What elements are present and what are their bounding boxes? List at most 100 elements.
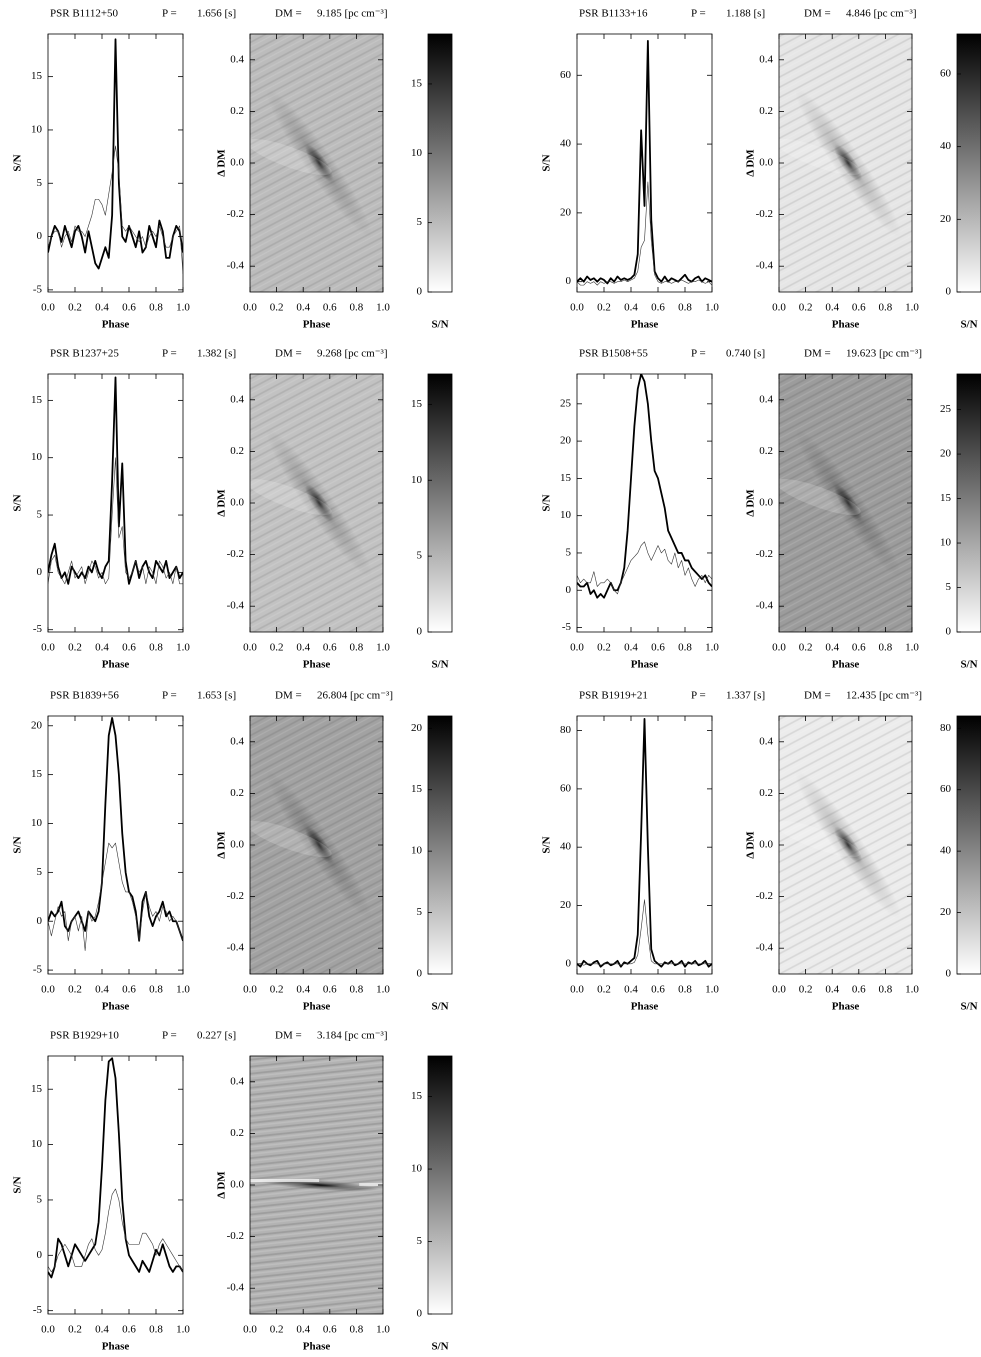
y-tick-label: 0.0 (230, 497, 244, 509)
colorbar-frame (956, 33, 981, 293)
x-tick-label: 0.4 (825, 302, 839, 314)
y-tick-label: 60 (560, 69, 572, 81)
colorbar-frame (427, 1055, 453, 1315)
profile-line (577, 541, 712, 595)
x-tick-label: 0.2 (597, 302, 611, 314)
profile-line (48, 145, 183, 274)
dm-label: DM = (804, 8, 831, 20)
y-tick-label: -0.4 (227, 1282, 245, 1294)
x-tick-label: 1.0 (176, 302, 190, 314)
colorbar-tick-label: 15 (411, 77, 423, 89)
y-axis-label: S/N (12, 836, 24, 853)
heatmap-feature (779, 88, 902, 238)
heatmap-blob (305, 826, 334, 864)
y-tick-label: 0.2 (759, 787, 773, 799)
x-tick-label: 0.2 (597, 984, 611, 996)
x-tick-label: 0.2 (270, 984, 284, 996)
y-tick-label: 5 (37, 177, 43, 189)
x-tick-label: 0.0 (41, 642, 55, 654)
y-tick-label: 5 (37, 509, 43, 521)
y-tick-label: 0.4 (230, 735, 244, 747)
x-tick-label: 0.6 (122, 302, 136, 314)
x-axis-label: Phase (631, 1001, 659, 1013)
y-tick-label: 10 (31, 817, 43, 829)
dm-value: 9.268 [pc cm⁻³] (317, 348, 388, 360)
y-tick-label: 80 (560, 724, 572, 736)
profile-line (577, 899, 712, 966)
x-tick-label: 0.6 (651, 642, 665, 654)
y-axis-label: S/N (12, 494, 24, 511)
colorbar-tick-label: 5 (417, 550, 423, 562)
heatmap-blob (834, 144, 863, 182)
x-tick-label: 0.4 (624, 984, 638, 996)
x-tick-label: 0.8 (350, 1324, 364, 1336)
y-tick-label: 10 (560, 509, 572, 521)
colorbar-tick-label: 20 (940, 448, 952, 460)
heatmap-feature (250, 88, 373, 238)
y-tick-label: 0.0 (759, 839, 773, 851)
y-axis-label: Δ DM (216, 1171, 228, 1199)
x-tick-label: 0.8 (678, 642, 692, 654)
colorbar-tick-label: 0 (946, 286, 952, 298)
y-tick-label: 20 (31, 719, 43, 731)
y-tick-label: -0.4 (227, 600, 245, 612)
colorbar (428, 34, 452, 292)
plot-frame (47, 33, 184, 293)
x-axis-label: Phase (832, 1001, 860, 1013)
y-tick-label: 15 (31, 394, 43, 406)
plot-frame (576, 715, 713, 975)
colorbar-label: S/N (431, 1341, 448, 1353)
y-tick-label: 0.2 (230, 105, 244, 117)
x-axis-label: Phase (102, 1341, 130, 1353)
x-tick-label: 0.6 (323, 642, 337, 654)
colorbar-tick-label: 15 (940, 492, 952, 504)
heatmap-blob (305, 144, 334, 182)
x-axis-label: Phase (303, 1341, 331, 1353)
profile-line (48, 1057, 183, 1279)
colorbar-tick-label: 40 (940, 845, 952, 857)
x-tick-label: 0.2 (270, 1324, 284, 1336)
y-tick-label: 5 (566, 546, 572, 558)
x-tick-label: 1.0 (176, 1324, 190, 1336)
x-tick-label: 0.0 (243, 642, 257, 654)
colorbar-tick-label: 80 (940, 722, 952, 734)
x-tick-label: 0.8 (149, 302, 163, 314)
pulsar-name: PSR B1237+25 (50, 348, 119, 360)
x-tick-label: 1.0 (905, 984, 919, 996)
y-tick-label: 10 (31, 451, 43, 463)
x-tick-label: 0.4 (624, 642, 638, 654)
colorbar-tick-label: 5 (417, 906, 423, 918)
x-tick-label: 0.6 (651, 302, 665, 314)
period-label: P = (162, 690, 177, 702)
x-tick-label: 0.0 (570, 302, 584, 314)
x-tick-label: 0.8 (149, 984, 163, 996)
x-axis-label: Phase (303, 319, 331, 331)
x-tick-label: 0.0 (41, 1324, 55, 1336)
x-axis-label: Phase (631, 659, 659, 671)
colorbar-tick-label: 10 (411, 845, 423, 857)
x-tick-label: 1.0 (376, 302, 390, 314)
colorbar (428, 1056, 452, 1314)
colorbar-frame (956, 715, 981, 975)
heatmap-blob (305, 484, 334, 522)
colorbar-tick-label: 20 (411, 722, 423, 734)
period-value: 1.188 [s] (726, 8, 765, 20)
y-axis-label: Δ DM (745, 149, 757, 177)
dm-label: DM = (275, 348, 302, 360)
y-axis-label: Δ DM (745, 489, 757, 517)
colorbar-tick-label: 15 (411, 398, 423, 410)
x-axis-label: Phase (102, 319, 130, 331)
profile-line (577, 374, 712, 599)
x-tick-label: 1.0 (705, 642, 719, 654)
y-tick-label: 0.2 (230, 445, 244, 457)
y-tick-label: -5 (33, 623, 43, 635)
colorbar-tick-label: 5 (946, 581, 952, 593)
profile-line (48, 38, 183, 270)
x-tick-label: 1.0 (705, 984, 719, 996)
heatmap-feature (250, 1178, 383, 1192)
y-tick-label: 0 (37, 1249, 43, 1261)
x-tick-label: 0.8 (879, 302, 893, 314)
x-tick-label: 0.6 (651, 984, 665, 996)
period-value: 1.653 [s] (197, 690, 236, 702)
